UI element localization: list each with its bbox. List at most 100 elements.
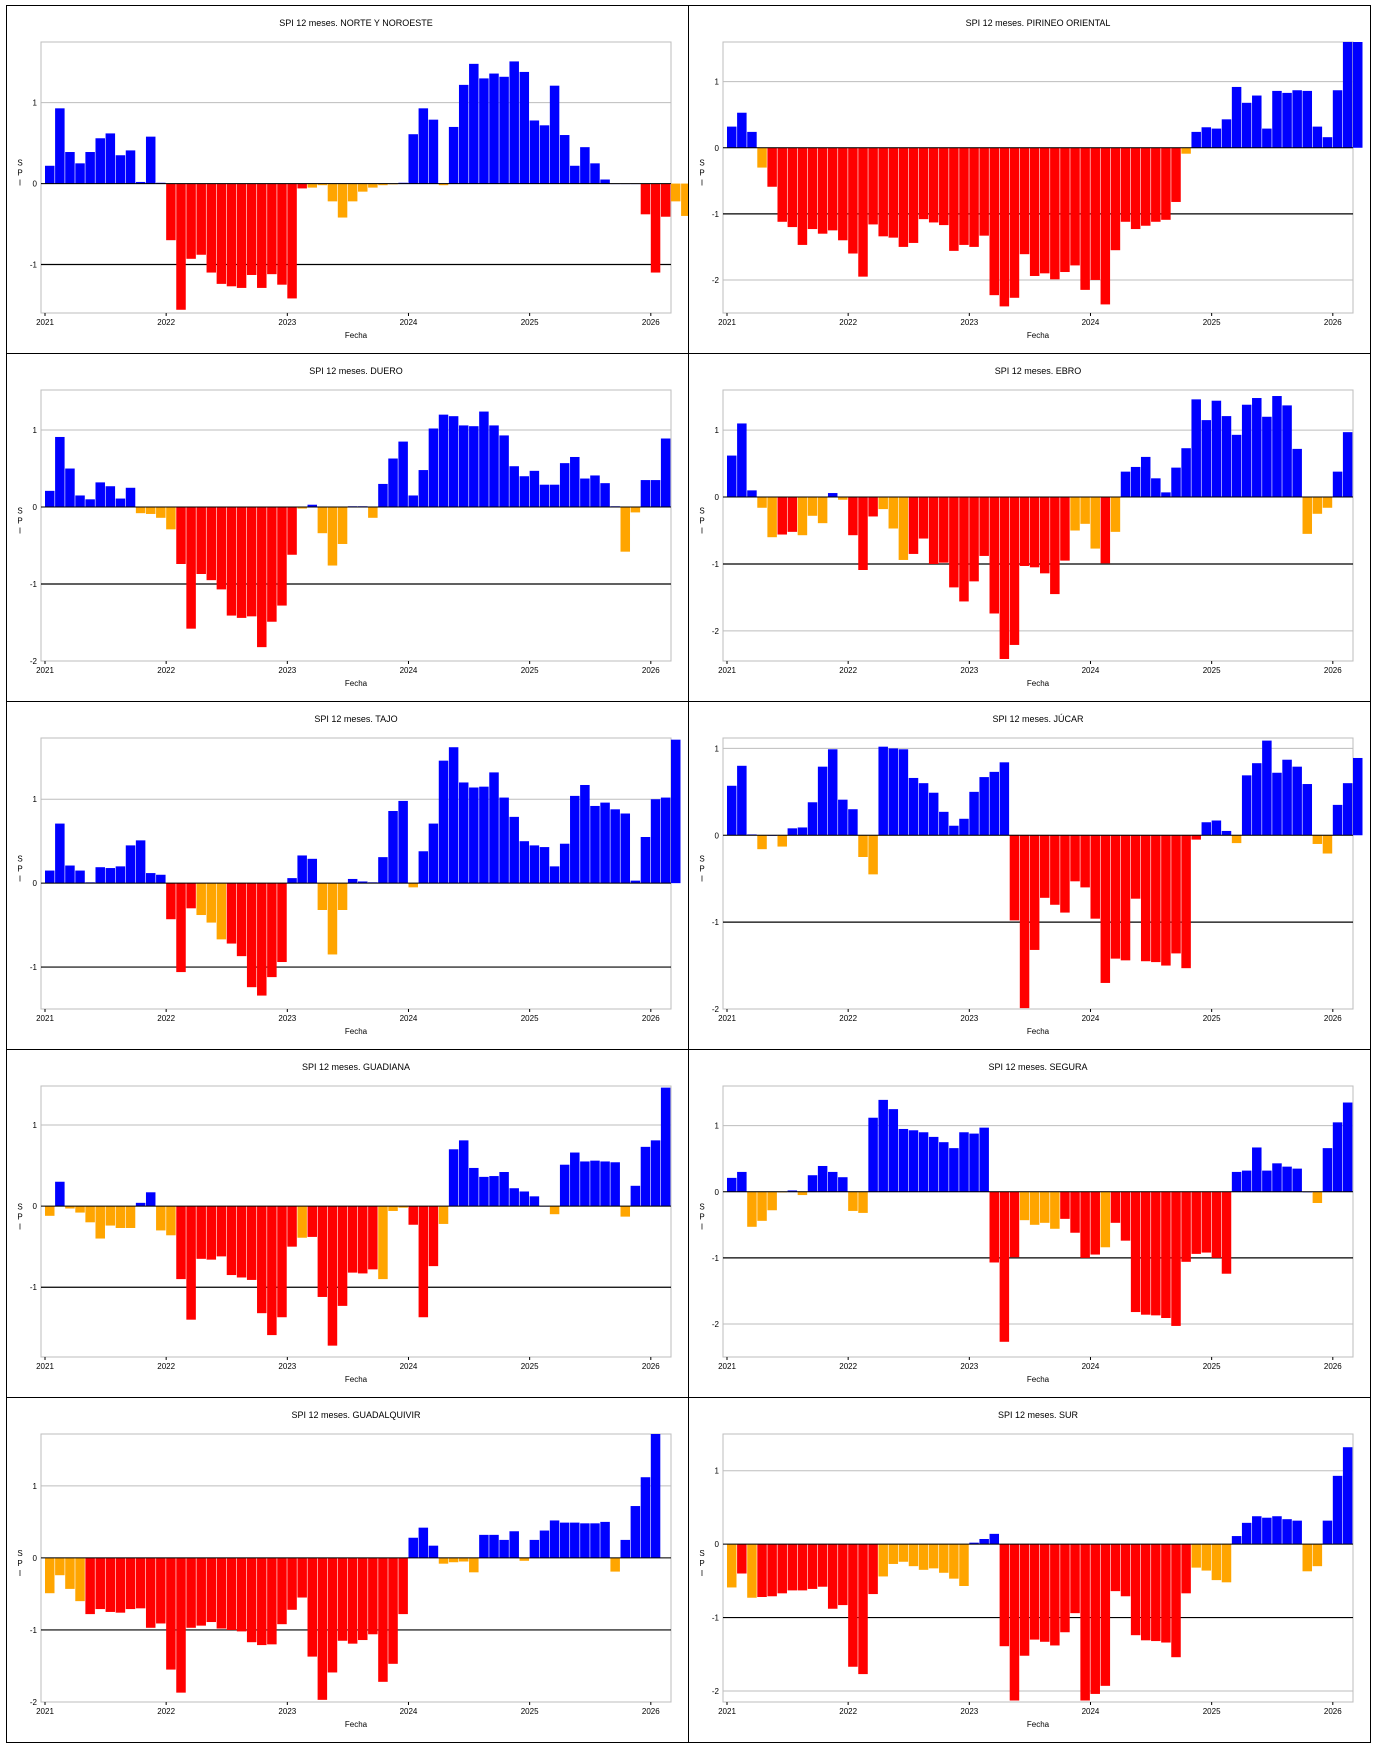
spi-bar — [75, 495, 85, 508]
spi-bar — [1070, 147, 1080, 266]
x-tick-label: 2021 — [36, 1707, 54, 1716]
spi-bar — [559, 843, 570, 884]
x-tick-label: 2023 — [278, 666, 296, 675]
spi-bar — [610, 1162, 620, 1207]
spi-bar — [469, 1557, 479, 1573]
spi-bar — [115, 155, 126, 184]
spi-bar — [787, 1544, 798, 1591]
x-tick-label: 2026 — [642, 1014, 660, 1023]
spi-bar — [898, 749, 909, 836]
spi-bar — [45, 1557, 55, 1594]
spi-bar — [1302, 90, 1313, 148]
spi-bar — [469, 1167, 479, 1207]
spi-bar — [1322, 137, 1333, 148]
spi-bar — [737, 765, 747, 836]
spi-bar — [398, 1557, 408, 1615]
spi-bar — [297, 1557, 307, 1598]
spi-bar — [640, 837, 651, 884]
x-tick-label: 2026 — [1324, 1014, 1342, 1023]
spi-bar — [206, 183, 217, 273]
spi-bar — [1029, 1191, 1040, 1225]
spi-bar — [1322, 497, 1333, 508]
spi-bar — [928, 792, 939, 836]
spi-bar — [939, 497, 949, 563]
spi-bar — [570, 1522, 580, 1558]
spi-bar — [428, 428, 439, 508]
spi-bar — [95, 1206, 105, 1239]
spi-bar — [1282, 92, 1292, 148]
spi-bar — [1050, 835, 1060, 905]
spi-bar — [398, 1206, 408, 1208]
spi-bar — [408, 495, 418, 508]
chart-title: SPI 12 meses. GUADIANA — [302, 1062, 410, 1072]
spi-bar — [848, 497, 858, 536]
spi-bar — [1140, 835, 1151, 962]
y-tick-label: -2 — [30, 1698, 38, 1707]
x-tick-label: 2023 — [278, 318, 296, 327]
spi-bar — [1090, 835, 1100, 919]
spi-bar — [747, 490, 757, 498]
spi-bar — [959, 497, 969, 602]
x-tick-label: 2021 — [36, 666, 54, 675]
spi-bar — [257, 883, 267, 996]
spi-bar — [858, 147, 868, 277]
spi-bar — [125, 487, 136, 508]
spi-bar — [727, 785, 737, 836]
panel-guadiana: SPI 12 meses. GUADIANA 1 0 -1 2021 2022 2023 20… — [7, 1050, 689, 1398]
spi-bar — [999, 147, 1010, 307]
spi-bar — [827, 493, 838, 498]
spi-bar — [1029, 147, 1040, 276]
spi-bar — [827, 749, 838, 836]
x-tick-label: 2024 — [400, 1707, 418, 1716]
x-tick-label: 2024 — [1082, 318, 1100, 327]
spi-bar — [559, 1522, 570, 1558]
x-tick-label: 2026 — [1324, 318, 1342, 327]
chart-title: SPI 12 meses. TAJO — [314, 714, 397, 724]
spi-bar — [797, 1544, 808, 1591]
spi-bar — [519, 476, 530, 508]
spi-bar — [959, 1132, 969, 1192]
spi-bar — [610, 1557, 620, 1572]
spi-bar — [1009, 835, 1020, 921]
x-tick-label: 2026 — [642, 666, 660, 675]
spi-bar — [1080, 835, 1090, 888]
spi-bar — [918, 1544, 929, 1570]
spi-bar — [55, 436, 65, 508]
spi-bar — [1292, 1168, 1302, 1192]
spi-bar — [660, 1087, 671, 1207]
y-tick-label: -1 — [712, 918, 720, 927]
spi-bar — [1019, 1544, 1030, 1656]
spi-bar — [878, 1099, 888, 1192]
y-tick-label: 0 — [33, 1554, 38, 1563]
x-tick-label: 2024 — [400, 666, 418, 675]
spi-bar — [327, 883, 338, 955]
spi-bar — [337, 883, 348, 910]
spi-bar — [1040, 835, 1050, 898]
spi-bar — [95, 867, 105, 884]
y-tick-label: -1 — [712, 560, 720, 569]
spi-bar — [1302, 784, 1313, 836]
y-tick-label: -2 — [712, 1005, 720, 1014]
spi-bar — [928, 497, 939, 564]
spi-bar — [1211, 1191, 1222, 1258]
spi-bar — [529, 1539, 540, 1558]
spi-bar — [580, 784, 590, 884]
spi-bar — [727, 126, 737, 148]
spi-bar — [1332, 90, 1343, 148]
spi-bar — [206, 507, 217, 581]
spi-bar — [1292, 766, 1302, 836]
spi-bar — [939, 811, 949, 836]
spi-bar — [55, 108, 65, 184]
spi-bar — [848, 147, 858, 254]
spi-bar — [438, 760, 449, 884]
spi-bar — [868, 1117, 878, 1192]
x-tick-label: 2023 — [278, 1707, 296, 1716]
spi-bar — [539, 125, 550, 184]
spi-bar — [156, 1206, 166, 1231]
spi-bar — [1221, 416, 1232, 498]
spi-bar — [1342, 432, 1353, 498]
x-tick-label: 2024 — [1082, 666, 1100, 675]
y-tick-label: 1 — [33, 426, 38, 435]
